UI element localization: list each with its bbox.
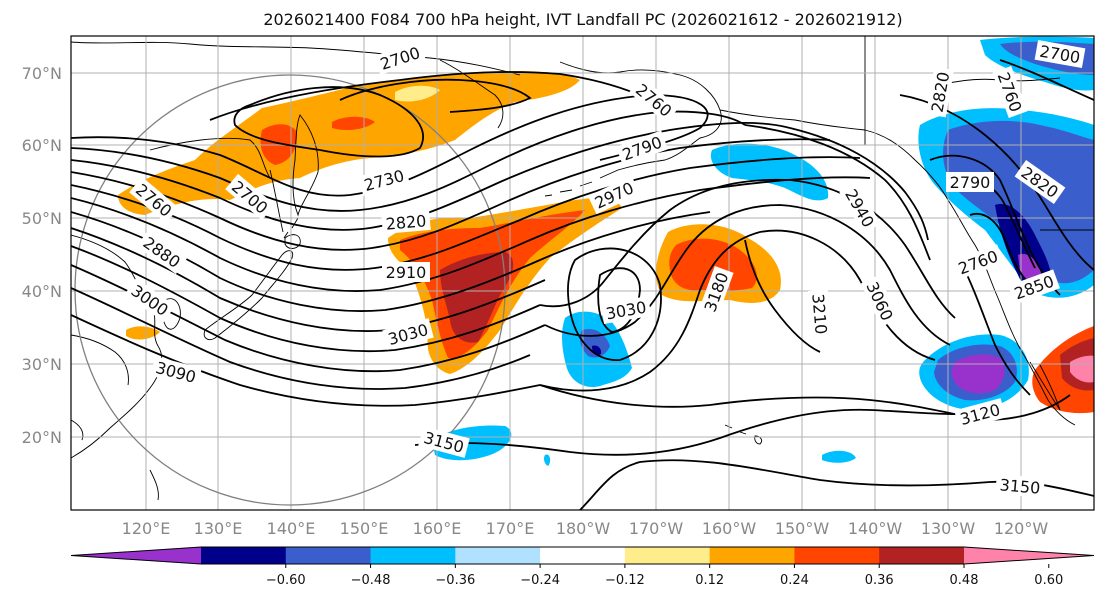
coast-east-asia	[71, 234, 163, 459]
ivt-band-yellow	[395, 85, 440, 102]
coast-chukotka	[439, 59, 504, 129]
contour-north-3	[209, 71, 651, 121]
contour-label: 3150	[999, 475, 1041, 497]
longitude-labels: 120°E 130°E 140°E 150°E 160°E 170°E 180°…	[122, 519, 1049, 538]
coast-china	[71, 334, 129, 386]
lon-label: 120°W	[994, 519, 1049, 538]
colorbar-tick-label: −0.48	[351, 573, 391, 588]
lat-label: 50°N	[22, 209, 62, 228]
contour-label: 2910	[386, 263, 427, 282]
contour-k	[71, 287, 531, 390]
colorbar-bin	[879, 547, 965, 564]
coast-na-west	[947, 199, 1076, 426]
contour-a	[71, 94, 709, 197]
colorbar-bin	[455, 547, 541, 564]
contour-na-3	[969, 213, 1029, 283]
contour-label: 2790	[950, 173, 991, 192]
lat-label: 40°N	[22, 282, 62, 301]
ivt-positive-shading	[118, 70, 1094, 414]
lon-label: 150°E	[340, 519, 389, 538]
latitude-labels: 70°N 60°N 50°N 40°N 30°N 20°N	[22, 64, 62, 447]
contour-3120	[539, 384, 1071, 421]
lon-label: 140°W	[848, 519, 903, 538]
colorbar-bin	[540, 547, 626, 564]
contour-3150-south	[414, 408, 991, 456]
colorbar-tick-label: 0.36	[865, 573, 894, 588]
lon-label: 160°E	[413, 519, 462, 538]
lon-label: 130°E	[194, 519, 243, 538]
ivt-ar-darkred	[440, 252, 514, 343]
contour-c	[71, 122, 791, 231]
contour-na-6	[959, 259, 1031, 396]
coast-philippines	[149, 469, 159, 501]
colorbar-outline	[70, 546, 1095, 565]
coast-hokkaido	[284, 234, 301, 249]
coast-japan	[203, 250, 294, 341]
coast-taiwan-area	[71, 419, 84, 441]
contour-d	[71, 138, 831, 251]
colorbar-tick-label: 0.60	[1034, 573, 1063, 588]
colorbar-bin	[709, 547, 795, 564]
colorbar-tick-label: −0.12	[605, 573, 645, 588]
colorbar-tick-label: −0.36	[435, 573, 475, 588]
map-title: 2026021400 F084 700 hPa height, IVT Land…	[263, 10, 902, 29]
lat-label: 60°N	[22, 136, 62, 155]
contour-na-5	[999, 59, 1094, 101]
contour-f	[71, 176, 871, 292]
lon-label: 140°E	[267, 519, 316, 538]
contour-label: 2820	[385, 211, 427, 233]
gridlines	[71, 36, 1094, 510]
contour-l	[71, 314, 541, 407]
colorbar-tick-label: 0.24	[780, 573, 809, 588]
contour-i	[71, 245, 541, 353]
contour-ridge-b	[544, 204, 951, 346]
contour-e	[71, 156, 861, 271]
colorbar-bin	[370, 547, 456, 564]
coast-aleutians	[544, 169, 619, 197]
contour-north-2	[339, 78, 532, 113]
ivt-neg-speck	[544, 454, 551, 466]
contour-h	[71, 227, 546, 332]
colorbar-extend-high	[964, 547, 1094, 564]
map-frame	[70, 35, 1095, 511]
lat-label: 30°N	[22, 355, 62, 374]
lon-label: 130°W	[921, 519, 976, 538]
contour-ridge-c	[539, 178, 956, 319]
contour-label: 3210	[808, 293, 830, 335]
coast-kurils	[283, 217, 299, 239]
ivt-patch-orange-china	[126, 326, 160, 340]
ivt-sw-pink	[1070, 355, 1094, 383]
lon-label: 170°W	[629, 519, 684, 538]
colorbar-extend-low	[71, 547, 201, 564]
lon-label: 120°E	[122, 519, 171, 538]
coast-siberia	[71, 41, 521, 76]
ivt-neg-east-speck	[822, 450, 856, 463]
coast-baja	[1029, 361, 1061, 411]
ivt-neg-nw-america-mid	[943, 120, 1094, 284]
lat-label: 70°N	[22, 64, 62, 83]
ivt-neg-nw-america-purple	[1018, 253, 1042, 283]
lon-label: 170°E	[486, 519, 535, 538]
lon-label: 160°W	[702, 519, 757, 538]
colorbar-bin	[794, 547, 880, 564]
colorbar-bin	[201, 547, 287, 564]
lon-label: 150°W	[775, 519, 830, 538]
coast-kamchatka	[292, 114, 319, 217]
ivt-band-orange-north	[118, 70, 580, 215]
colorbar-tick-label: −0.24	[520, 573, 560, 588]
contour-3180-3210	[744, 239, 821, 353]
colorbar-tick-label: 0.12	[695, 573, 724, 588]
colorbar-bin	[285, 547, 372, 564]
contour-ridge-e	[789, 127, 929, 241]
lat-label: 20°N	[22, 428, 62, 447]
colorbar: −0.60 −0.48 −0.36 −0.24 −0.12 0.12 0.24 0.36 0.4…	[70, 546, 1095, 588]
contour-ridge-d	[744, 124, 931, 261]
contour-2700-ring	[233, 86, 424, 158]
colorbar-bin	[624, 547, 711, 564]
lon-label: 180°W	[556, 519, 611, 538]
colorbar-tick-label: −0.60	[266, 573, 306, 588]
colorbar-tick-label: 0.48	[950, 573, 979, 588]
